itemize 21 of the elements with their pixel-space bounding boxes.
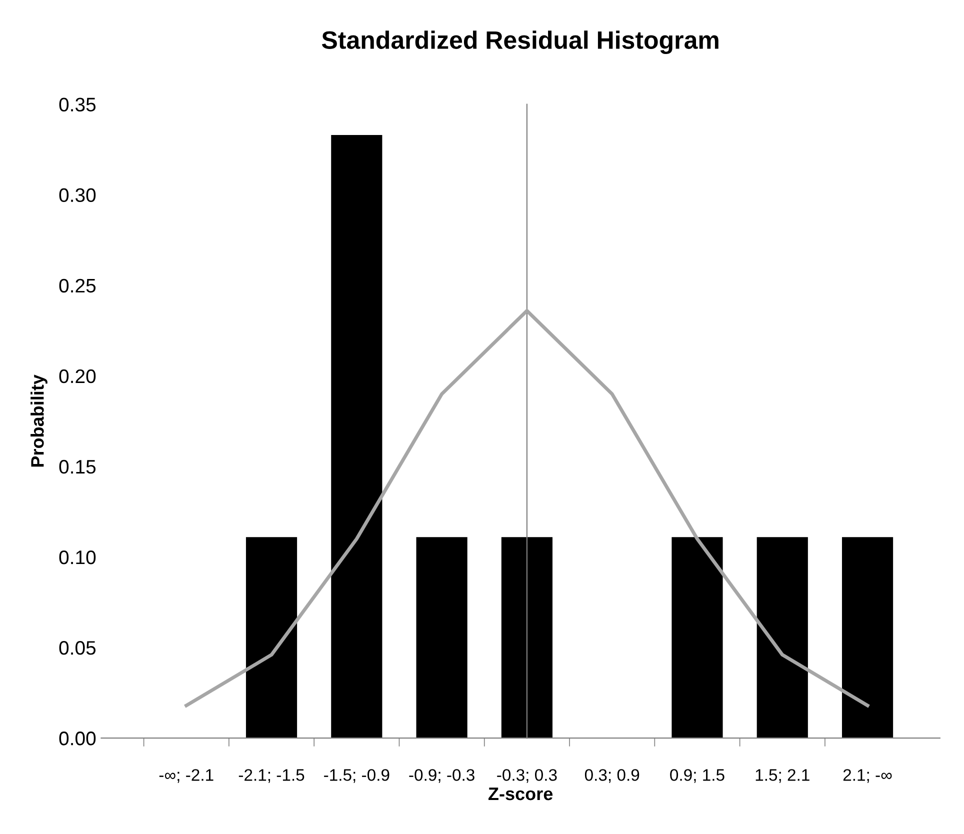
x-axis-title: Z-score (488, 788, 553, 800)
x-tick-label: 0.9; 1.5 (670, 769, 724, 783)
y-tick-label: 0.10 (59, 550, 96, 564)
x-tick-label: -∞; -2.1 (159, 769, 214, 783)
y-tick-label: 0.00 (59, 732, 96, 746)
x-tick-label: 1.5; 2.1 (756, 769, 810, 783)
y-tick-label: 0.05 (59, 641, 96, 655)
chart-title: Standardized Residual Histogram (322, 30, 718, 54)
x-tick-label: 0.3; 0.9 (584, 769, 640, 783)
y-tick-label: 0.30 (59, 188, 96, 202)
x-tick-label: -0.3; 0.3 (497, 769, 557, 783)
y-axis-title: Probability (30, 374, 48, 467)
x-tick-label: -0.9; -0.3 (409, 769, 474, 783)
line-series (184, 308, 870, 708)
y-tick-label: 0.25 (59, 278, 96, 293)
x-tick-label: -2.1; -1.5 (238, 769, 304, 783)
y-tick-label: 0.15 (59, 460, 96, 474)
y-tick-label: 0.35 (59, 98, 96, 112)
x-tick-label: 2.1; -∞ (843, 769, 892, 783)
y-tick-label: 0.20 (59, 369, 96, 384)
x-tick-label: -1.5; -0.9 (324, 769, 390, 783)
